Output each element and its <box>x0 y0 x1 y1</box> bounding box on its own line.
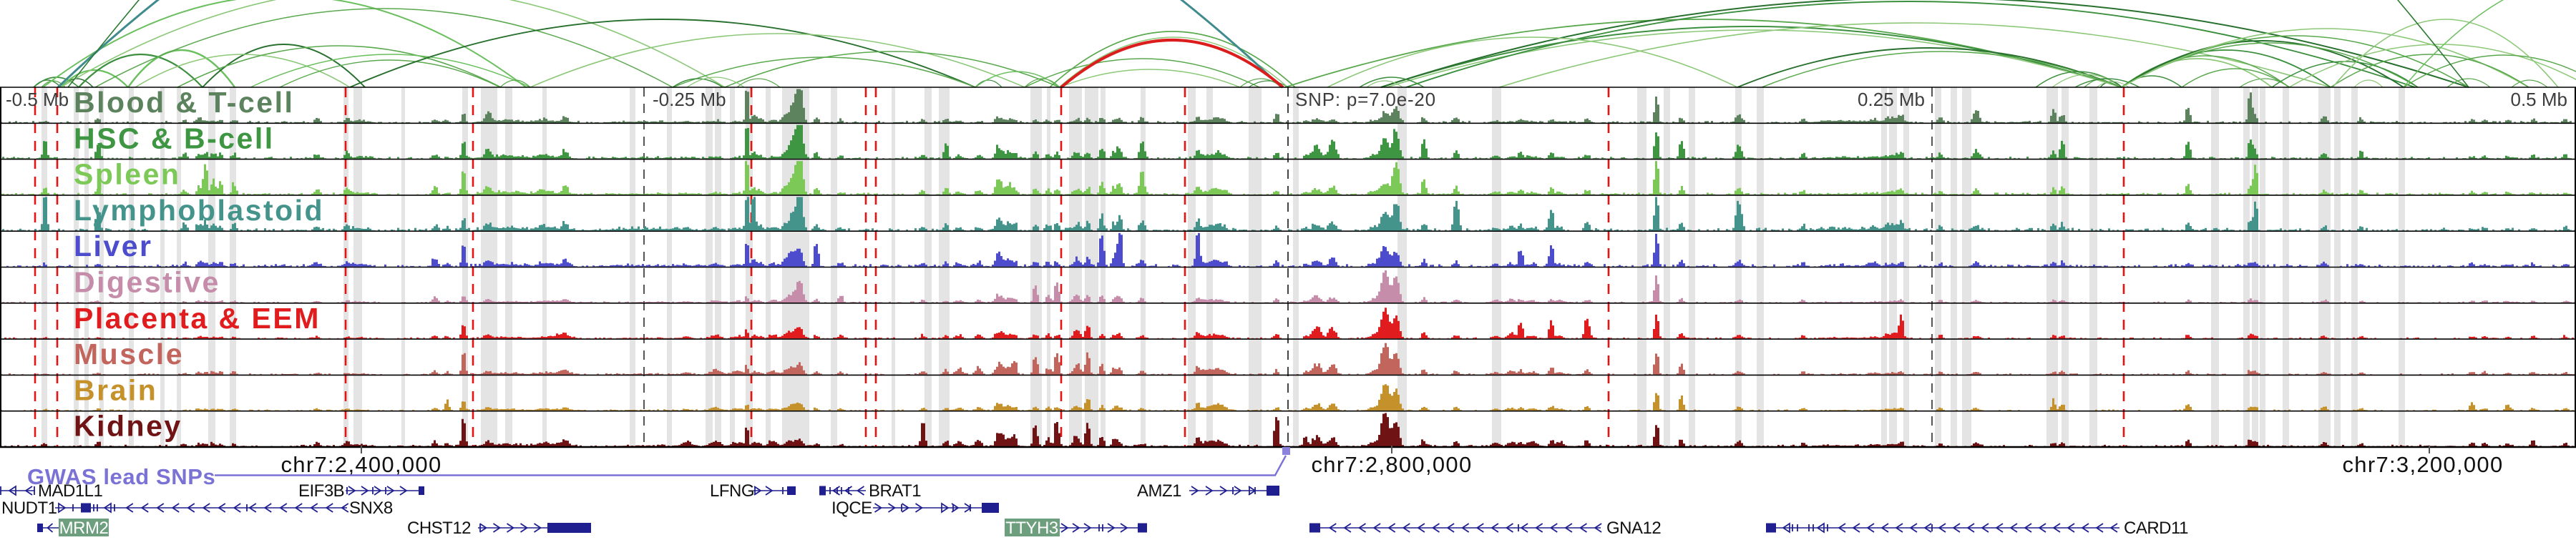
svg-text:Blood & T-cell: Blood & T-cell <box>74 86 294 119</box>
svg-text:Muscle: Muscle <box>74 338 184 370</box>
svg-text:SNP: p=7.0e-20: SNP: p=7.0e-20 <box>1295 89 1436 110</box>
svg-text:LFNG: LFNG <box>710 481 754 501</box>
svg-text:GNA12: GNA12 <box>1606 519 1661 536</box>
svg-text:MRM2: MRM2 <box>59 519 109 536</box>
svg-text:EIF3B: EIF3B <box>298 481 344 501</box>
svg-text:TTYH3: TTYH3 <box>1005 519 1058 536</box>
svg-text:0.5 Mb: 0.5 Mb <box>2511 89 2568 110</box>
svg-text:SNX8: SNX8 <box>349 499 393 518</box>
svg-text:Placenta & EEM: Placenta & EEM <box>74 302 321 335</box>
svg-text:-0.5 Mb: -0.5 Mb <box>6 89 69 110</box>
svg-text:Digestive: Digestive <box>74 266 220 299</box>
svg-text:0.25 Mb: 0.25 Mb <box>1858 89 1925 110</box>
svg-text:chr7:2,800,000: chr7:2,800,000 <box>1311 452 1472 477</box>
svg-text:Lymphoblastoid: Lymphoblastoid <box>74 194 324 227</box>
svg-text:Brain: Brain <box>74 373 157 406</box>
svg-text:Spleen: Spleen <box>74 158 180 191</box>
svg-text:MAD1L1: MAD1L1 <box>38 481 103 501</box>
svg-text:HSC & B-cell: HSC & B-cell <box>74 122 275 154</box>
svg-text:CARD11: CARD11 <box>2124 519 2188 536</box>
svg-text:Kidney: Kidney <box>74 410 182 443</box>
svg-text:chr7:2,400,000: chr7:2,400,000 <box>280 452 441 477</box>
svg-text:AMZ1: AMZ1 <box>1137 481 1181 501</box>
svg-text:-0.25 Mb: -0.25 Mb <box>653 89 726 110</box>
svg-text:chr7:3,200,000: chr7:3,200,000 <box>2342 452 2503 477</box>
svg-text:CHST12: CHST12 <box>407 519 471 536</box>
svg-text:NUDT1: NUDT1 <box>1 499 57 518</box>
svg-text:Liver: Liver <box>74 230 153 262</box>
svg-text:GWAS lead SNPs: GWAS lead SNPs <box>27 464 215 489</box>
svg-text:BRAT1: BRAT1 <box>869 481 921 501</box>
svg-text:IQCE: IQCE <box>831 499 872 518</box>
